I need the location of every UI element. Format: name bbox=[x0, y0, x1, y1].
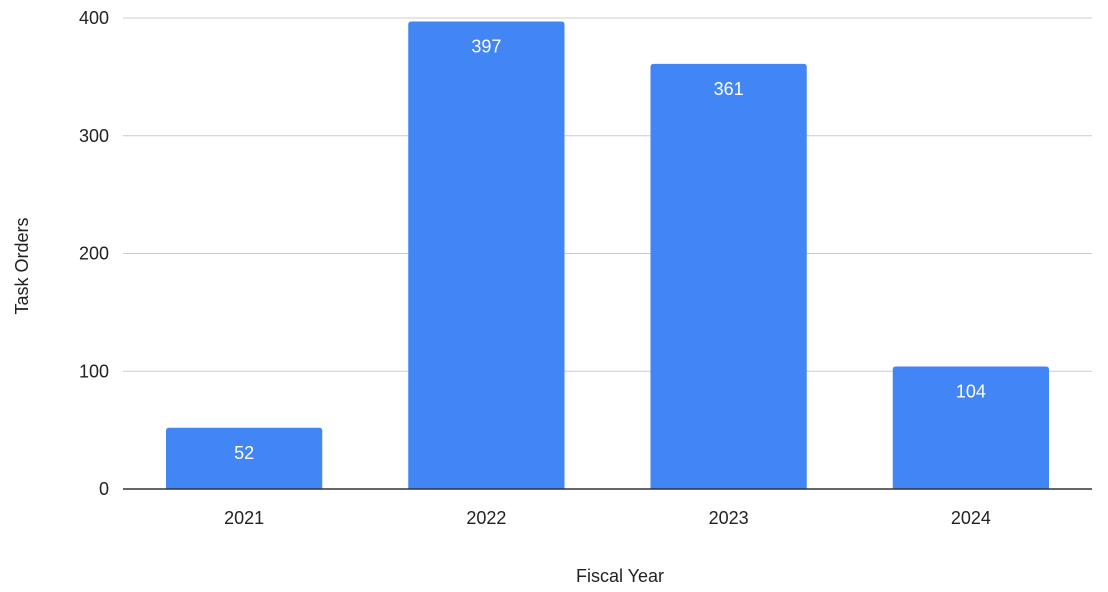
data-label: 104 bbox=[956, 382, 986, 402]
x-axis-title: Fiscal Year bbox=[576, 566, 664, 586]
data-labels: 52 397 361 104 bbox=[234, 37, 986, 463]
y-tick-label: 300 bbox=[79, 126, 109, 146]
y-tick-label: 100 bbox=[79, 361, 109, 381]
gridlines bbox=[123, 17, 1092, 372]
data-label: 52 bbox=[234, 443, 254, 463]
y-tick-label: 0 bbox=[99, 479, 109, 499]
y-tick-label: 400 bbox=[79, 8, 109, 28]
x-axis-ticks: 2021 2022 2023 2024 bbox=[224, 508, 991, 528]
y-axis-title: Task Orders bbox=[12, 217, 32, 314]
data-label: 361 bbox=[714, 79, 744, 99]
x-tick-label: 2021 bbox=[224, 508, 264, 528]
y-axis-ticks: 0 100 200 300 400 bbox=[79, 8, 109, 499]
bar-2023 bbox=[650, 63, 807, 490]
bar-2024 bbox=[892, 366, 1050, 489]
data-label: 397 bbox=[471, 37, 501, 57]
x-tick-label: 2022 bbox=[466, 508, 506, 528]
bar-2021 bbox=[165, 427, 323, 489]
x-tick-label: 2024 bbox=[951, 508, 991, 528]
x-tick-label: 2023 bbox=[709, 508, 749, 528]
y-tick-label: 200 bbox=[79, 244, 109, 264]
bar-2022 bbox=[408, 21, 565, 489]
bars bbox=[165, 21, 1050, 490]
